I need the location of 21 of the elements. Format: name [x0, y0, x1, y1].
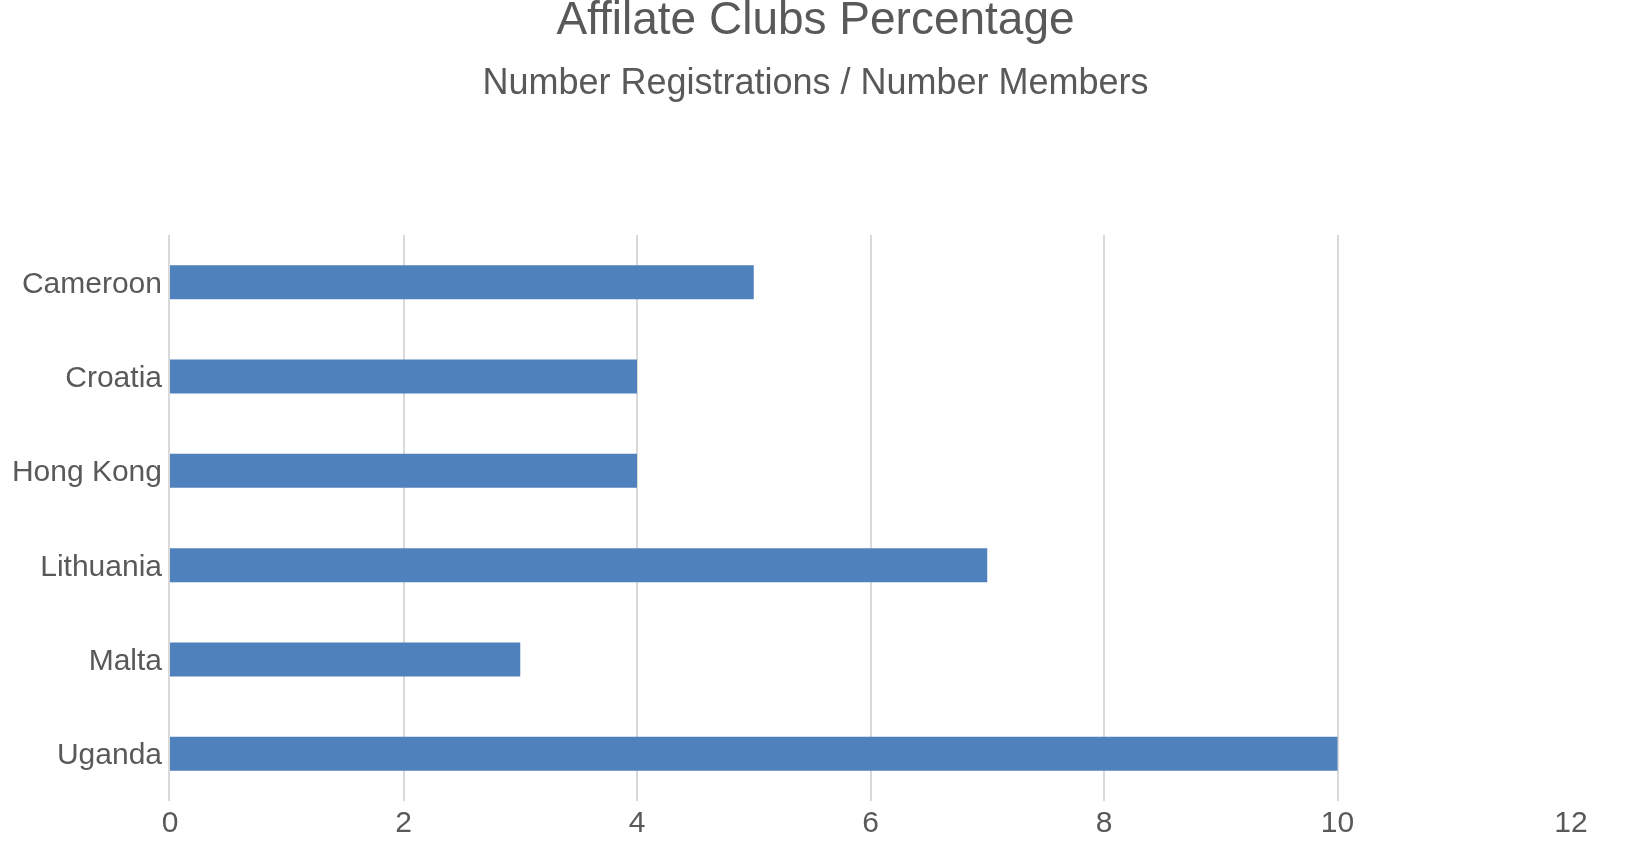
y-tick-label: Uganda	[56, 737, 163, 771]
y-tick-label: Hong Kong	[11, 454, 162, 488]
chart-title: Affilate Clubs Percentage	[556, 0, 1075, 45]
bar	[170, 736, 1338, 771]
x-tick-label: 2	[395, 805, 412, 838]
bar	[170, 642, 521, 677]
y-tick-label: Croatia	[65, 360, 163, 393]
x-tick-label: 6	[862, 805, 879, 838]
bar	[170, 265, 754, 300]
x-tick-label: 4	[628, 805, 646, 838]
x-tick-label: 0	[161, 805, 179, 838]
y-tick-label: Malta	[88, 643, 163, 676]
bar	[170, 359, 637, 394]
x-tick-label: 8	[1095, 805, 1113, 838]
bar	[170, 548, 988, 583]
y-tick-label: Cameroon	[21, 265, 162, 299]
chart-subtitle: Number Registrations / Number Members	[482, 61, 1149, 103]
x-tick-label: 12	[1554, 805, 1588, 838]
bar	[170, 453, 637, 488]
y-tick-label: Lithuania	[40, 548, 163, 582]
x-tick-label: 10	[1320, 805, 1355, 838]
